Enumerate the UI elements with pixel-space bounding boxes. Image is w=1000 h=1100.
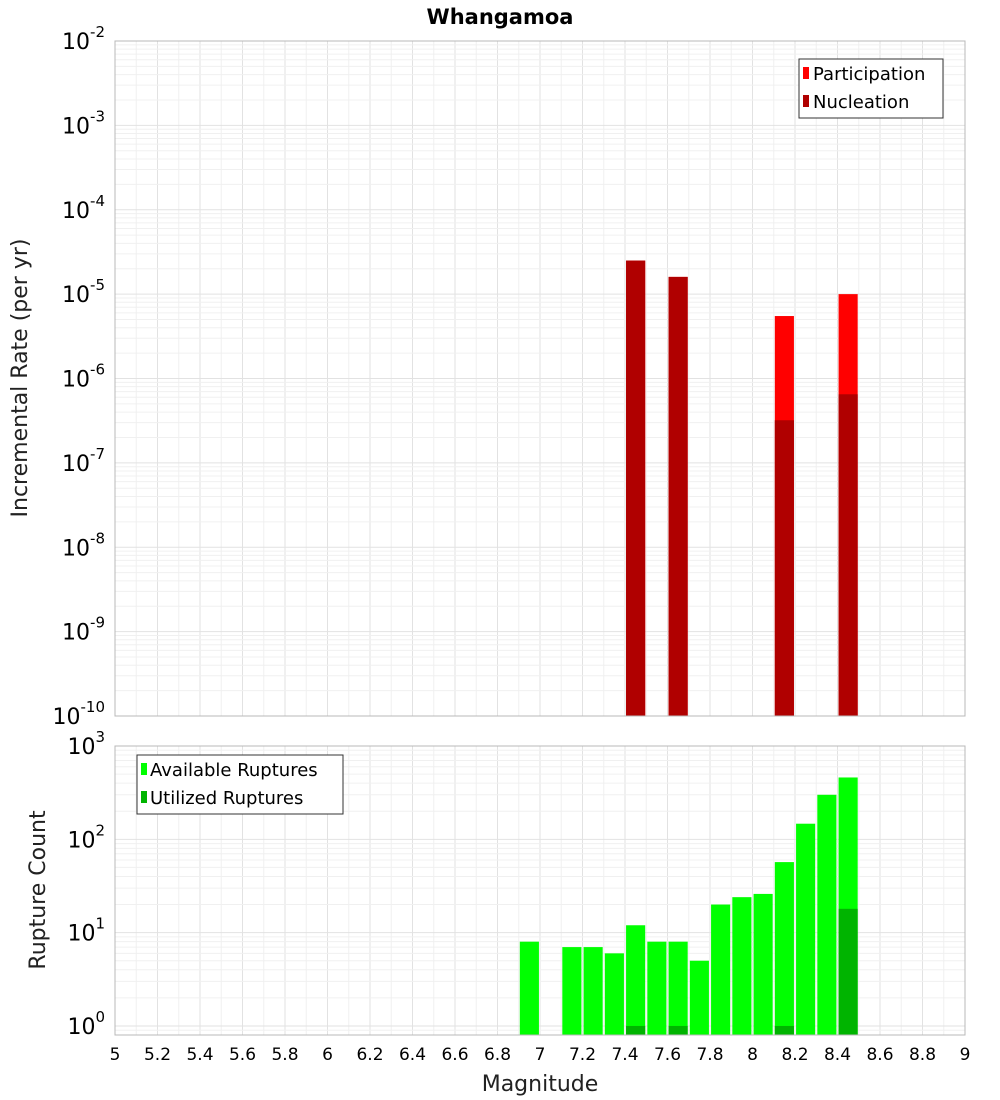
count-bar-available-ruptures [753,893,773,1035]
x-tick-label: 5.6 [229,1045,256,1065]
x-tick-label: 8 [747,1045,758,1065]
rate-y-tick-label: 10-8 [62,529,105,561]
x-tick-label: 5.2 [144,1045,171,1065]
rate-y-tick-label: 10-4 [62,192,105,224]
x-axis-ticks: 5 5.2 5.4 5.6 5.8 6 6.2 6.4 6.6 6.8 7 7.2 7.4 7.6 7.8 8… [110,1045,971,1065]
rate-y-tick-label: 10-5 [62,276,105,308]
count-bar-available-ruptures [711,904,731,1035]
legend-label-nucleation: Nucleation [813,92,909,113]
count-legend: Available Ruptures Utilized Ruptures [136,754,344,815]
count-legend-box [136,754,344,815]
legend-swatch-available [141,763,147,775]
rate-y-tick-label: 10-3 [62,107,105,139]
legend-label-participation: Participation [813,64,925,85]
count-bar-available-ruptures [817,794,837,1035]
count-bar-available-ruptures [668,941,688,1035]
rate-bar-nucleation [668,276,688,716]
count-y-tick-label: 100 [67,1008,105,1040]
legend-label-available: Available Ruptures [150,760,318,781]
legend-swatch-nucleation [803,95,809,107]
x-tick-label: 9 [960,1045,971,1065]
count-bar-available-ruptures [562,947,582,1035]
x-tick-label: 6 [322,1045,333,1065]
x-tick-label: 8.6 [866,1045,893,1065]
x-tick-label: 8.4 [824,1045,851,1065]
count-y-axis-label: Rupture Count [26,810,51,970]
rate-y-tick-label: 10-10 [53,698,106,730]
count-bar-utilized-ruptures [668,1025,688,1035]
x-tick-label: 8.2 [781,1045,808,1065]
rate-bar-nucleation [838,394,858,716]
count-bar-utilized-ruptures [774,1025,794,1035]
legend-swatch-utilized [141,791,147,803]
rate-grid [114,40,966,717]
count-bar-available-ruptures [583,947,603,1035]
count-bar-available-ruptures [732,897,752,1035]
x-tick-label: 7.2 [569,1045,596,1065]
rate-bar-nucleation [626,260,646,716]
x-tick-label: 6.2 [356,1045,383,1065]
x-tick-label: 8.8 [909,1045,936,1065]
rate-y-tick-label: 10-6 [62,361,105,393]
count-panel: 100 101 102 103 Rupture Count Available Rup… [26,728,966,1040]
rate-y-ticks: 10-10 10-9 10-8 10-7 10-6 10-5 10-4 10-3 10-2 [53,23,106,730]
x-tick-label: 6.8 [484,1045,511,1065]
rate-plot-border [114,40,966,717]
count-bar-available-ruptures [626,925,646,1035]
count-bar-utilized-ruptures [626,1025,646,1035]
x-tick-label: 7.4 [611,1045,638,1065]
count-y-tick-label: 103 [67,728,105,760]
rate-y-tick-label: 10-9 [62,614,105,646]
rate-legend-box [798,58,944,119]
x-tick-label: 5.8 [271,1045,298,1065]
chart-title: Whangamoa [427,5,574,29]
count-bar-available-ruptures [647,941,667,1035]
x-tick-label: 6.4 [399,1045,426,1065]
legend-label-utilized: Utilized Ruptures [150,788,303,809]
count-bars [519,777,858,1035]
count-y-ticks: 100 101 102 103 [67,728,105,1040]
count-bar-available-ruptures [519,941,539,1035]
x-tick-label: 7.6 [654,1045,681,1065]
rate-y-tick-label: 10-7 [62,445,105,477]
count-bar-available-ruptures [796,823,816,1035]
rate-legend: Participation Nucleation [798,58,944,119]
x-axis-label: Magnitude [482,1072,599,1097]
legend-swatch-participation [803,67,809,79]
rate-y-tick-label: 10-2 [62,23,105,55]
count-bar-available-ruptures [774,862,794,1035]
count-bar-available-ruptures [604,953,624,1035]
x-tick-label: 5 [110,1045,121,1065]
count-bar-utilized-ruptures [838,908,858,1035]
rate-panel: 10-10 10-9 10-8 10-7 10-6 10-5 10-4 10-3 10-2 In… [8,23,966,730]
count-y-tick-label: 101 [67,915,105,947]
count-bar-available-ruptures [689,960,709,1035]
count-y-tick-label: 102 [67,821,105,853]
x-tick-label: 5.4 [186,1045,213,1065]
count-plot-border [114,745,966,1036]
x-tick-label: 7 [535,1045,546,1065]
rate-y-axis-label: Incremental Rate (per yr) [8,239,33,518]
rate-bars [626,260,858,716]
rate-bar-nucleation [774,420,794,716]
x-tick-label: 6.6 [441,1045,468,1065]
x-tick-label: 7.8 [696,1045,723,1065]
